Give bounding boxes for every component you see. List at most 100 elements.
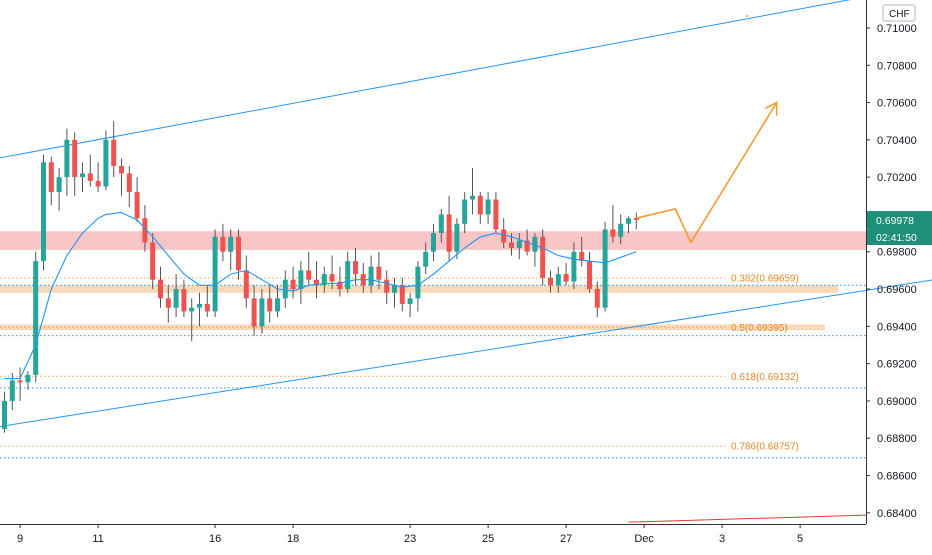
- candle: [532, 233, 538, 267]
- x-tick-label: Dec: [634, 533, 654, 545]
- candle: [64, 128, 70, 196]
- candle: [111, 121, 117, 178]
- candle: [41, 154, 46, 271]
- candle-body-bull: [555, 274, 561, 286]
- candle-body-bear: [376, 266, 382, 280]
- x-tick-label: 16: [209, 533, 221, 545]
- candle-body-bull: [454, 223, 460, 252]
- candle-body-bull: [423, 251, 429, 267]
- candle: [158, 266, 163, 308]
- candle: [470, 167, 475, 215]
- candle-body-bull: [571, 251, 577, 282]
- candle-body-bull: [532, 236, 538, 252]
- candle: [197, 292, 202, 327]
- candle-body-bull: [321, 274, 327, 286]
- candle: [579, 236, 585, 267]
- candle: [173, 274, 179, 318]
- candle-body-bull: [197, 303, 202, 308]
- candle: [368, 255, 374, 293]
- candle: [337, 266, 343, 297]
- candle: [87, 154, 93, 187]
- candle: [610, 205, 616, 243]
- candle-body-bear: [329, 274, 335, 282]
- countdown-value: 02:41:50: [876, 232, 917, 244]
- fib-level-label: 0.5(0.69395): [731, 323, 788, 334]
- candle-body-bull: [259, 298, 265, 327]
- candle-body-bull: [56, 177, 62, 193]
- candle: [2, 391, 7, 433]
- candle-body-bull: [516, 240, 522, 249]
- candle-body-bull: [25, 374, 31, 383]
- candle-body-bear: [587, 261, 592, 290]
- candle-body-bull: [407, 298, 413, 304]
- candles-layer: [2, 121, 639, 433]
- candle: [493, 192, 499, 234]
- candle-body-bear: [353, 261, 358, 275]
- candle: [298, 261, 304, 304]
- candle-body-bear: [509, 242, 514, 249]
- candle-body-bear: [126, 173, 132, 193]
- candle: [126, 165, 132, 207]
- candle: [633, 212, 639, 230]
- candle: [626, 216, 631, 234]
- candle-body-bear: [48, 162, 54, 193]
- channel-upper-line: [0, 0, 851, 159]
- candle: [33, 251, 39, 383]
- candle-body-bear: [251, 298, 257, 327]
- candle: [399, 277, 405, 312]
- candle: [282, 270, 288, 308]
- currency-label: CHF: [889, 9, 910, 20]
- candle: [501, 218, 507, 249]
- candle: [259, 289, 265, 334]
- candle: [587, 251, 592, 293]
- candle-body-bear: [384, 279, 390, 293]
- currency-badge[interactable]: [882, 4, 916, 22]
- y-tick-label: 0.69600: [877, 284, 917, 296]
- candle-body-bear: [267, 298, 273, 312]
- candle-body-bear: [150, 242, 156, 280]
- candle-body-bear: [548, 277, 553, 286]
- candle: [548, 270, 553, 293]
- candle: [477, 192, 483, 224]
- candle: [454, 218, 460, 260]
- candle: [392, 277, 397, 308]
- candle: [189, 298, 195, 342]
- candle: [602, 221, 608, 312]
- candle-body-bull: [431, 233, 436, 252]
- candle-body-bear: [306, 270, 312, 280]
- candle: [228, 229, 234, 271]
- candle-body-bear: [72, 139, 78, 178]
- candle: [275, 285, 280, 318]
- y-tick-label: 0.70600: [877, 98, 917, 110]
- candle-body-bull: [189, 307, 195, 312]
- fib-level-label: 0.618(0.69132): [731, 372, 799, 383]
- candle-body-bull: [64, 139, 70, 178]
- candle-body-bull: [103, 139, 109, 187]
- candle-body-bear: [493, 199, 499, 230]
- candle: [48, 156, 54, 206]
- candle: [438, 208, 444, 243]
- candle: [267, 285, 273, 323]
- candle-body-bear: [501, 229, 507, 243]
- candle-body-bear: [579, 251, 585, 262]
- candle-body-bull: [602, 229, 608, 308]
- y-tick-label: 0.68800: [877, 433, 917, 445]
- x-tick-label: 18: [287, 533, 299, 545]
- x-tick-label: 3: [719, 533, 725, 545]
- candle: [423, 242, 429, 275]
- y-tick-label: 0.71000: [877, 23, 917, 35]
- candle: [181, 279, 187, 318]
- candle: [9, 372, 15, 411]
- candle: [329, 255, 335, 290]
- candle-body-bear: [290, 279, 296, 290]
- candle: [236, 229, 241, 280]
- axes-layer: 0.71000 0.70800 0.70600 0.70400 0.70200 0.698…: [0, 0, 917, 545]
- fib-level-label: 0.382(0.69659): [731, 274, 799, 285]
- candle-body-bull: [80, 173, 85, 178]
- candle-body-bull: [438, 214, 444, 234]
- candle: [321, 266, 327, 293]
- candle-body-bull: [173, 289, 179, 308]
- y-tick-label: 0.70200: [877, 172, 917, 184]
